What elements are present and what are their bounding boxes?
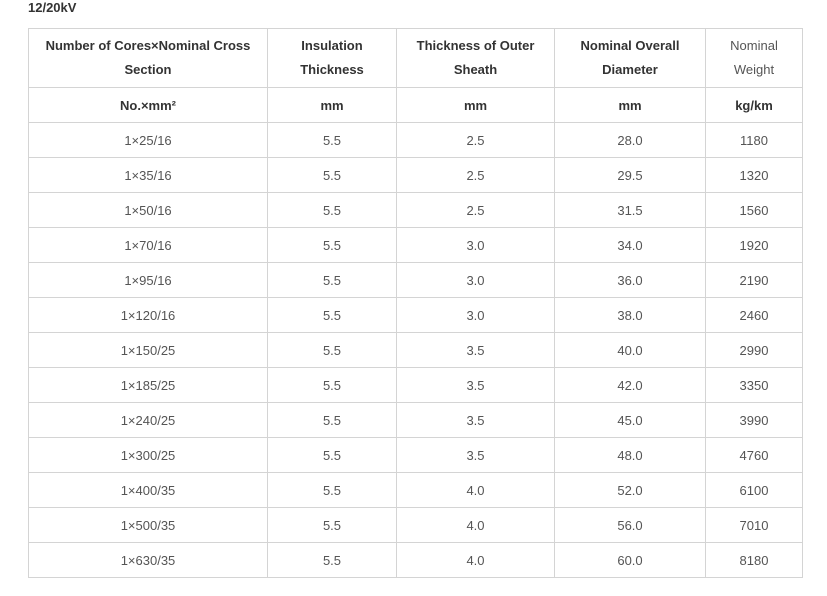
cell-overall-diameter: 40.0	[554, 332, 706, 368]
cell-insulation-thickness: 5.5	[267, 542, 397, 578]
cell-overall-diameter: 56.0	[554, 507, 706, 543]
table-row: 1×500/35 5.5 4.0 56.0 7010	[28, 507, 803, 543]
table-row: 1×150/25 5.5 3.5 40.0 2990	[28, 332, 803, 368]
cell-overall-diameter: 38.0	[554, 297, 706, 333]
cell-cores-cross-section: 1×70/16	[28, 227, 268, 263]
cell-overall-diameter: 45.0	[554, 402, 706, 438]
cell-outer-sheath-thickness: 4.0	[396, 542, 555, 578]
cell-cores-cross-section: 1×630/35	[28, 542, 268, 578]
cell-nominal-weight: 2190	[705, 262, 803, 298]
header-overall-diameter: Nominal Overall Diameter	[554, 28, 706, 88]
cell-cores-cross-section: 1×300/25	[28, 437, 268, 473]
table-row: 1×95/16 5.5 3.0 36.0 2190	[28, 262, 803, 298]
cell-cores-cross-section: 1×500/35	[28, 507, 268, 543]
cell-overall-diameter: 36.0	[554, 262, 706, 298]
cell-outer-sheath-thickness: 2.5	[396, 122, 555, 158]
cell-cores-cross-section: 1×50/16	[28, 192, 268, 228]
cell-overall-diameter: 52.0	[554, 472, 706, 508]
cell-outer-sheath-thickness: 4.0	[396, 507, 555, 543]
table-unit-row: No.×mm² mm mm mm kg/km	[28, 87, 803, 123]
table-row: 1×70/16 5.5 3.0 34.0 1920	[28, 227, 803, 263]
cell-nominal-weight: 8180	[705, 542, 803, 578]
cell-insulation-thickness: 5.5	[267, 122, 397, 158]
cell-nominal-weight: 1180	[705, 122, 803, 158]
table-row: 1×120/16 5.5 3.0 38.0 2460	[28, 297, 803, 333]
table-row: 1×630/35 5.5 4.0 60.0 8180	[28, 542, 803, 578]
table-row: 1×50/16 5.5 2.5 31.5 1560	[28, 192, 803, 228]
cell-insulation-thickness: 5.5	[267, 507, 397, 543]
cell-cores-cross-section: 1×150/25	[28, 332, 268, 368]
cell-overall-diameter: 34.0	[554, 227, 706, 263]
cell-outer-sheath-thickness: 3.0	[396, 262, 555, 298]
unit-nominal-weight: kg/km	[705, 87, 803, 123]
cell-cores-cross-section: 1×400/35	[28, 472, 268, 508]
cell-nominal-weight: 2460	[705, 297, 803, 333]
cell-insulation-thickness: 5.5	[267, 402, 397, 438]
cell-nominal-weight: 1320	[705, 157, 803, 193]
cell-outer-sheath-thickness: 3.5	[396, 437, 555, 473]
cell-cores-cross-section: 1×25/16	[28, 122, 268, 158]
table-row: 1×400/35 5.5 4.0 52.0 6100	[28, 472, 803, 508]
table-row: 1×300/25 5.5 3.5 48.0 4760	[28, 437, 803, 473]
cell-cores-cross-section: 1×240/25	[28, 402, 268, 438]
cell-insulation-thickness: 5.5	[267, 192, 397, 228]
header-insulation-thickness: Insulation Thickness	[267, 28, 397, 88]
unit-insulation-thickness: mm	[267, 87, 397, 123]
cell-overall-diameter: 48.0	[554, 437, 706, 473]
cell-outer-sheath-thickness: 2.5	[396, 192, 555, 228]
cell-outer-sheath-thickness: 3.0	[396, 227, 555, 263]
cell-cores-cross-section: 1×120/16	[28, 297, 268, 333]
cell-insulation-thickness: 5.5	[267, 297, 397, 333]
cell-nominal-weight: 1920	[705, 227, 803, 263]
header-cores-cross-section: Number of Cores×Nominal Cross Section	[28, 28, 268, 88]
cell-overall-diameter: 42.0	[554, 367, 706, 403]
cell-nominal-weight: 7010	[705, 507, 803, 543]
cell-outer-sheath-thickness: 2.5	[396, 157, 555, 193]
cell-insulation-thickness: 5.5	[267, 227, 397, 263]
cell-nominal-weight: 3990	[705, 402, 803, 438]
cell-nominal-weight: 1560	[705, 192, 803, 228]
cell-overall-diameter: 31.5	[554, 192, 706, 228]
cell-insulation-thickness: 5.5	[267, 472, 397, 508]
cell-cores-cross-section: 1×95/16	[28, 262, 268, 298]
cell-nominal-weight: 4760	[705, 437, 803, 473]
cell-cores-cross-section: 1×35/16	[28, 157, 268, 193]
cell-insulation-thickness: 5.5	[267, 262, 397, 298]
cell-overall-diameter: 28.0	[554, 122, 706, 158]
cell-outer-sheath-thickness: 3.5	[396, 332, 555, 368]
cell-overall-diameter: 29.5	[554, 157, 706, 193]
cell-outer-sheath-thickness: 3.5	[396, 402, 555, 438]
table-row: 1×240/25 5.5 3.5 45.0 3990	[28, 402, 803, 438]
table-row: 1×35/16 5.5 2.5 29.5 1320	[28, 157, 803, 193]
unit-cores-cross-section: No.×mm²	[28, 87, 268, 123]
cell-outer-sheath-thickness: 3.5	[396, 367, 555, 403]
cell-nominal-weight: 2990	[705, 332, 803, 368]
header-outer-sheath-thickness: Thickness of Outer Sheath	[396, 28, 555, 88]
cell-insulation-thickness: 5.5	[267, 157, 397, 193]
cell-insulation-thickness: 5.5	[267, 367, 397, 403]
cell-nominal-weight: 3350	[705, 367, 803, 403]
cell-outer-sheath-thickness: 4.0	[396, 472, 555, 508]
table-header-row: Number of Cores×Nominal Cross Section In…	[28, 28, 803, 88]
cell-outer-sheath-thickness: 3.0	[396, 297, 555, 333]
voltage-title: 12/20kV	[28, 0, 77, 15]
unit-overall-diameter: mm	[554, 87, 706, 123]
cable-spec-table: Number of Cores×Nominal Cross Section In…	[28, 28, 803, 578]
table-row: 1×185/25 5.5 3.5 42.0 3350	[28, 367, 803, 403]
header-nominal-weight: Nominal Weight	[705, 28, 803, 88]
table-row: 1×25/16 5.5 2.5 28.0 1180	[28, 122, 803, 158]
cell-nominal-weight: 6100	[705, 472, 803, 508]
cell-insulation-thickness: 5.5	[267, 437, 397, 473]
cell-overall-diameter: 60.0	[554, 542, 706, 578]
cell-insulation-thickness: 5.5	[267, 332, 397, 368]
unit-outer-sheath-thickness: mm	[396, 87, 555, 123]
cell-cores-cross-section: 1×185/25	[28, 367, 268, 403]
